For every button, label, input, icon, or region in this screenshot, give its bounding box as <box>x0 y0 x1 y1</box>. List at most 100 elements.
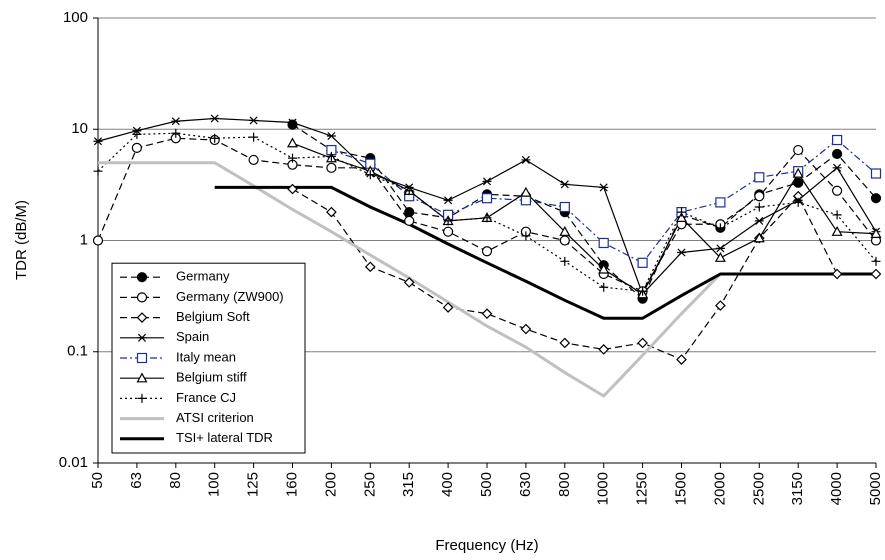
legend-label: France CJ <box>176 390 236 405</box>
marker <box>793 177 804 188</box>
marker-shape <box>481 193 493 204</box>
marker <box>288 153 297 163</box>
marker-shape <box>870 168 882 179</box>
marker-shape <box>753 232 765 243</box>
marker <box>481 246 493 257</box>
marker <box>92 235 104 246</box>
marker <box>249 116 259 125</box>
marker-shape <box>793 144 804 156</box>
marker-shape <box>793 197 803 207</box>
marker <box>287 119 298 130</box>
marker-shape <box>137 333 147 342</box>
marker <box>831 148 843 160</box>
marker <box>637 257 648 268</box>
x-axis-label: Frequency (Hz) <box>435 537 538 554</box>
marker-shape <box>831 185 843 196</box>
marker <box>870 168 882 179</box>
marker-shape <box>136 292 148 303</box>
marker <box>792 167 804 178</box>
x-tick-label: 315 <box>400 472 417 497</box>
x-tick-label: 200 <box>322 472 339 497</box>
marker-shape <box>598 344 610 355</box>
marker-shape <box>831 225 843 236</box>
x-tick-label: 400 <box>439 472 456 497</box>
x-tick-label: 250 <box>361 472 378 497</box>
marker-shape <box>793 177 804 188</box>
marker-shape <box>326 162 337 173</box>
marker-shape <box>559 235 570 246</box>
marker-shape <box>598 237 609 249</box>
marker-shape <box>520 195 532 206</box>
marker <box>715 223 725 233</box>
marker <box>404 186 414 196</box>
marker-shape <box>443 226 454 237</box>
legend-label: Germany <box>176 269 230 284</box>
marker-shape <box>210 133 220 143</box>
marker-shape <box>638 286 648 296</box>
marker-shape <box>754 202 764 212</box>
marker-shape <box>326 151 336 161</box>
marker <box>364 261 376 273</box>
marker-shape <box>482 213 492 223</box>
marker-shape <box>521 155 531 164</box>
marker <box>481 308 493 320</box>
marker-shape <box>754 216 764 225</box>
marker <box>598 344 610 355</box>
marker <box>638 286 648 296</box>
marker <box>365 170 375 180</box>
marker-shape <box>404 186 414 196</box>
marker <box>137 393 147 403</box>
marker <box>559 201 570 213</box>
marker-shape <box>831 268 843 280</box>
marker-shape <box>93 166 103 176</box>
legend-label: Belgium Soft <box>176 309 250 324</box>
marker-shape <box>520 186 532 197</box>
x-tick-label: 630 <box>517 472 534 497</box>
marker-shape <box>326 131 336 141</box>
y-tick-label: 100 <box>63 9 88 26</box>
marker <box>442 302 454 313</box>
marker-shape <box>287 183 298 195</box>
marker <box>598 237 609 249</box>
marker <box>560 180 570 189</box>
marker-shape <box>599 282 609 292</box>
marker <box>677 207 686 217</box>
marker-shape <box>521 231 531 241</box>
y-tick-label: 0.01 <box>59 454 88 471</box>
marker-shape <box>136 272 148 283</box>
marker <box>481 193 493 204</box>
marker <box>210 114 220 123</box>
x-tick-label: 80 <box>167 472 184 489</box>
marker-shape <box>481 308 493 320</box>
marker-shape <box>136 372 148 383</box>
marker-shape <box>832 163 842 172</box>
x-tick-label: 800 <box>556 472 573 497</box>
x-tick-label: 3150 <box>789 472 806 505</box>
marker <box>520 186 532 197</box>
marker-shape <box>559 201 570 213</box>
marker <box>677 248 686 257</box>
marker <box>870 268 882 280</box>
marker <box>326 162 337 173</box>
marker-shape <box>171 128 181 138</box>
legend-label: Belgium stiff <box>176 370 247 385</box>
marker <box>715 244 725 253</box>
marker <box>754 216 764 225</box>
marker <box>326 131 336 141</box>
marker <box>210 133 220 143</box>
marker-shape <box>676 354 687 365</box>
legend-label: Italy mean <box>176 349 236 364</box>
x-tick-label: 63 <box>128 472 145 489</box>
marker <box>559 235 570 246</box>
marker <box>637 337 648 349</box>
marker-shape <box>715 197 726 208</box>
marker <box>831 225 843 236</box>
marker-shape <box>136 312 148 323</box>
marker-shape <box>136 352 148 364</box>
series-line <box>331 139 877 264</box>
marker <box>871 256 881 266</box>
marker <box>93 137 103 146</box>
series-line <box>292 188 876 361</box>
